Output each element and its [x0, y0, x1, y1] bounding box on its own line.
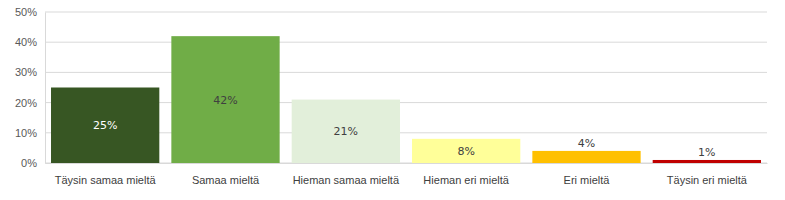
data-label: 1% — [698, 146, 715, 159]
y-tick: 10% — [15, 127, 45, 139]
x-tick: Täysin eri mieltä — [667, 163, 748, 186]
y-tick: 50% — [15, 6, 45, 18]
x-tick-label: Täysin samaa mieltä — [55, 174, 157, 186]
y-axis-line — [45, 13, 46, 164]
data-label: 25% — [93, 119, 117, 132]
x-tick-label: Samaa mieltä — [192, 174, 260, 186]
plot: 0% 10% 20% 30% 40% 50% Täysin samaa mieltä Sama… — [15, 6, 768, 186]
y-tick: 30% — [15, 66, 45, 78]
x-tick: Täysin samaa mieltä — [55, 163, 157, 186]
y-axis: 0% 10% 20% 30% 40% 50% — [15, 6, 46, 169]
x-tick-label: Täysin eri mieltä — [667, 174, 748, 186]
bar — [292, 100, 400, 163]
y-tick: 0% — [21, 157, 45, 169]
y-tick-label: 0% — [21, 157, 37, 169]
bar — [532, 151, 640, 163]
data-label: 21% — [334, 125, 358, 138]
data-label: 4% — [578, 137, 595, 150]
y-tick: 20% — [15, 97, 45, 109]
x-tick: Hieman samaa mieltä — [293, 163, 400, 186]
bar — [412, 139, 520, 163]
x-axis-line — [46, 163, 768, 164]
bar — [171, 36, 279, 163]
y-tick-label: 50% — [15, 6, 37, 18]
bar — [653, 160, 761, 163]
chart: 0% 10% 20% 30% 40% 50% Täysin samaa mieltä Sama… — [0, 0, 785, 200]
grid-line — [45, 42, 767, 43]
bars — [51, 36, 761, 163]
x-tick-label: Hieman samaa mieltä — [293, 174, 400, 186]
grid-line — [45, 72, 767, 73]
grid-line — [45, 12, 767, 13]
x-tick-label: Hieman eri mieltä — [423, 174, 509, 186]
grid — [45, 12, 767, 163]
y-tick-label: 40% — [15, 36, 37, 48]
y-tick: 40% — [15, 36, 45, 48]
y-tick-label: 20% — [15, 97, 37, 109]
x-tick: Hieman eri mieltä — [423, 163, 509, 186]
data-label: 42% — [213, 94, 237, 107]
y-tick-label: 30% — [15, 66, 37, 78]
data-label: 8% — [457, 145, 474, 158]
x-axis: Täysin samaa mieltä Samaa mieltä Hieman sa… — [46, 163, 768, 186]
bar — [51, 88, 159, 164]
x-tick: Eri mieltä — [564, 163, 611, 186]
y-tick-label: 10% — [15, 127, 37, 139]
x-tick-label: Eri mieltä — [564, 174, 611, 186]
x-tick: Samaa mieltä — [192, 163, 260, 186]
data-labels: 25% 42% 21% 8% 4% 1% — [93, 94, 716, 159]
